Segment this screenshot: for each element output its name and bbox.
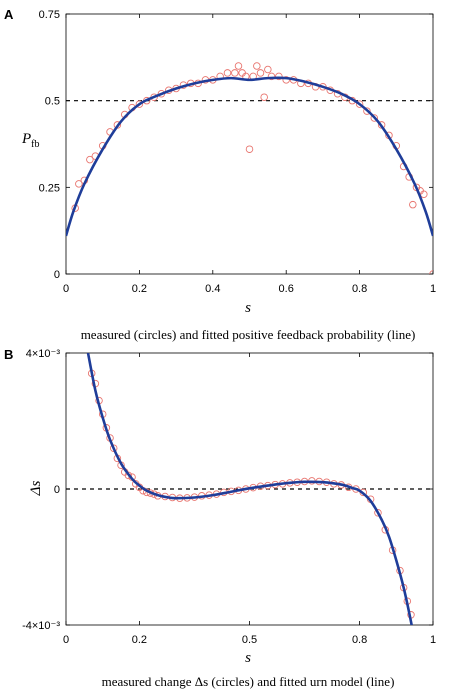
panel-a-y-tick-label: 0	[54, 269, 60, 281]
panel-a-x-tick-label: 0	[63, 283, 69, 295]
panel-a-measured-point	[135, 100, 144, 108]
panel-a-measured-point	[234, 62, 243, 70]
panel-a-measured-point	[370, 114, 379, 122]
panel-a-measured-point	[253, 62, 261, 70]
panel-b-y-tick-label: -4×10⁻³	[22, 620, 60, 632]
panel-b-y-tick-label: 0	[54, 484, 60, 496]
panel-a-x-tick-label: 1	[430, 283, 436, 295]
panel-a-measured-point	[223, 69, 232, 77]
panel-b-x-tick-label: 0.8	[352, 634, 367, 646]
panel-b-x-tick-label: 1	[430, 634, 436, 646]
panel-b-fit-curve	[86, 353, 413, 625]
panel-b-label: B	[4, 347, 13, 362]
panel-b-measured-point	[374, 509, 382, 517]
panel-a-label: A	[4, 7, 14, 22]
panel-a-x-tick-label: 0.8	[352, 283, 367, 295]
panel-a-x-tick-label: 0.2	[132, 283, 147, 295]
panel-a-measured-point	[363, 107, 371, 115]
panel-a-y-tick-label: 0.75	[39, 9, 60, 21]
panel-a-measured-point	[282, 76, 290, 84]
panel-a-measured-point	[409, 200, 417, 209]
panel-a: A Pfb s measured (circles) and fitted po…	[4, 7, 436, 342]
panel-a-measured-point	[267, 72, 276, 81]
panel-a-measured-point	[75, 180, 83, 188]
panel-b-y-axis-label: Δs	[28, 481, 44, 497]
panel-a-x-tick-label: 0.6	[279, 283, 294, 295]
panel-a-caption: measured (circles) and fitted positive f…	[81, 327, 416, 342]
panel-b: B Δs s measured change Δs (circles) and …	[4, 347, 436, 689]
panel-b-caption: measured change Δs (circles) and fitted …	[102, 674, 395, 689]
panel-a-x-tick-label: 0.4	[205, 283, 220, 295]
panel-a-measured-point	[231, 69, 239, 77]
panel-a-measured-point	[355, 100, 364, 108]
panel-b-x-tick-label: 0	[63, 634, 69, 646]
panel-a-measured-point	[256, 69, 265, 77]
panel-a-y-tick-label: 0.25	[39, 182, 60, 194]
panel-a-measured-point	[264, 65, 272, 74]
panel-a-measured-point	[86, 155, 94, 164]
panel-a-measured-point	[260, 93, 268, 101]
panel-b-y-tick-label: 4×10⁻³	[26, 348, 61, 360]
panel-b-measured-point	[124, 471, 133, 480]
panel-b-x-axis-label: s	[245, 650, 251, 666]
panel-a-fit-curve	[66, 76, 433, 237]
panel-b-x-tick-label: 0.5	[242, 634, 257, 646]
panel-a-plot-frame	[65, 13, 434, 275]
panel-a-x-axis-label: s	[245, 300, 251, 316]
panel-a-y-tick-label: 0.5	[45, 96, 60, 108]
panel-a-measured-points	[71, 62, 433, 274]
panel-a-y-axis-label: Pfb	[21, 131, 40, 150]
panel-a-measured-point	[245, 145, 254, 153]
panel-b-x-tick-label: 0.2	[132, 634, 147, 646]
panel-a-measured-point	[275, 72, 283, 81]
